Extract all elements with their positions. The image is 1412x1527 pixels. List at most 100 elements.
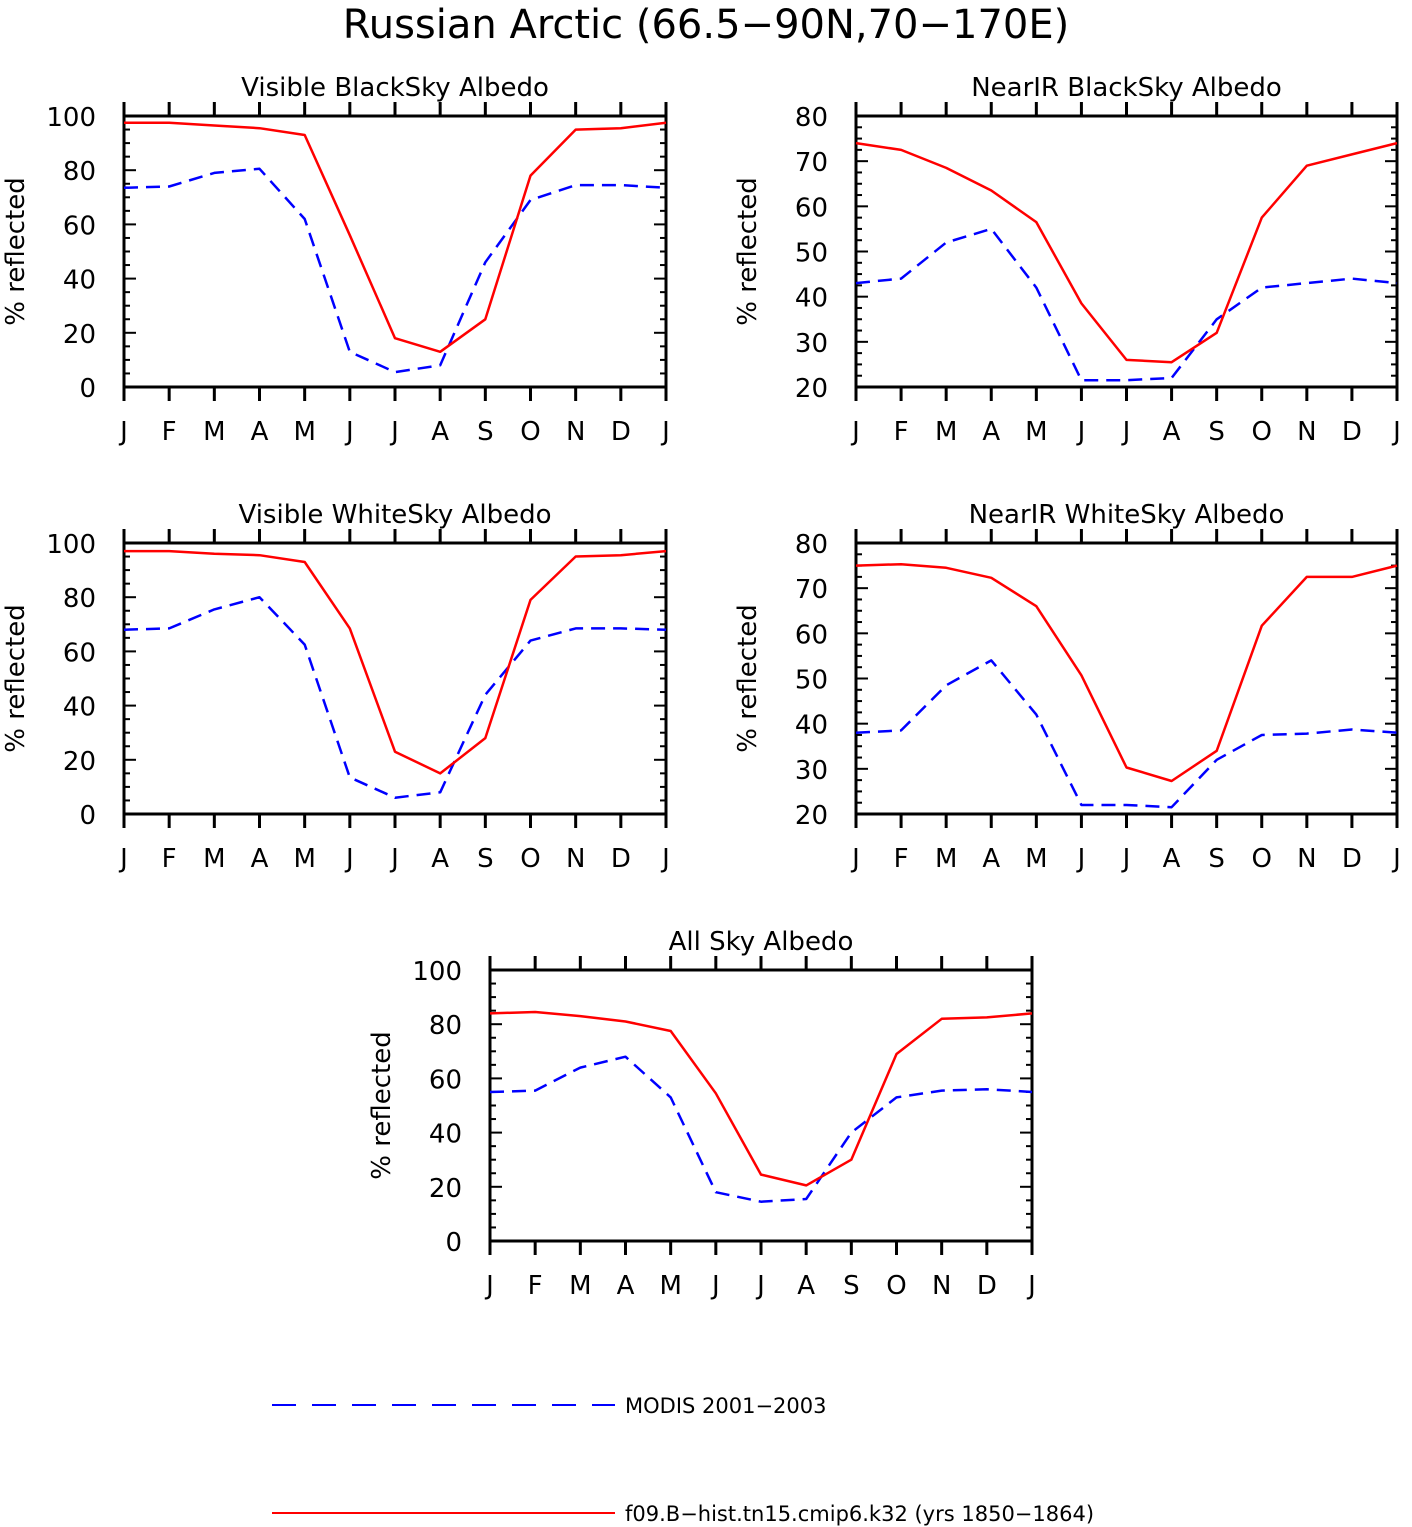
y-tick-label: 20: [795, 801, 828, 831]
x-tick-label: N: [1297, 417, 1316, 447]
x-tick-label: M: [293, 417, 315, 447]
panel-title: Visible WhiteSky Albedo: [238, 500, 551, 530]
x-tick-label: J: [755, 1271, 765, 1301]
x-tick-label: M: [203, 844, 225, 874]
y-tick-label: 0: [79, 374, 96, 404]
x-tick-label: M: [1025, 844, 1047, 874]
x-tick-label: F: [894, 417, 909, 447]
x-tick-label: J: [660, 417, 670, 447]
model-series-line: [124, 549, 667, 775]
y-tick-label: 40: [63, 266, 96, 296]
x-tick-label: O: [520, 417, 540, 447]
x-tick-label: S: [843, 1271, 860, 1301]
y-tick-label: 80: [795, 103, 828, 133]
panel-title: All Sky Albedo: [669, 927, 854, 957]
model-series-line: [489, 1010, 1033, 1187]
model-series-line: [855, 141, 1398, 364]
y-tick-label: 70: [795, 148, 828, 178]
plot-frame: [854, 541, 1399, 816]
y-axis-label: % reflected: [733, 604, 763, 752]
x-tick-label: J: [389, 844, 399, 874]
x-tick-label: M: [935, 417, 957, 447]
x-tick-label: F: [894, 844, 909, 874]
x-tick-label: J: [710, 1271, 720, 1301]
x-tick-label: A: [982, 844, 1000, 874]
panels: Visible BlackSky Albedo % reflected 0 20 40 6…: [1, 73, 1401, 1301]
y-axis-label: % reflected: [367, 1031, 397, 1179]
y-tick-label: 20: [429, 1174, 462, 1204]
panel-title: NearIR WhiteSky Albedo: [969, 500, 1285, 530]
x-tick-label: J: [118, 844, 128, 874]
x-tick-label: D: [1342, 417, 1362, 447]
y-tick-label: 60: [429, 1065, 462, 1095]
chart-panel: Visible BlackSky Albedo % reflected 0 20 40 6…: [1, 73, 670, 447]
legend-label-modis: MODIS 2001−2003: [625, 1394, 827, 1418]
x-tick-label: J: [344, 844, 354, 874]
y-axis-label: % reflected: [733, 177, 763, 325]
x-tick-label: A: [431, 844, 449, 874]
x-tick-label: J: [850, 417, 860, 447]
y-tick-label: 80: [429, 1011, 462, 1041]
y-tick-label: 20: [795, 374, 828, 404]
y-tick-label: 40: [63, 693, 96, 723]
x-tick-label: S: [1208, 844, 1225, 874]
x-tick-label: A: [982, 417, 1000, 447]
y-tick-label: 30: [795, 756, 828, 786]
x-tick-label: N: [566, 417, 585, 447]
y-tick-label: 80: [63, 157, 96, 187]
model-series-line: [855, 562, 1398, 783]
x-tick-label: F: [162, 844, 177, 874]
y-tick-label: 80: [795, 530, 828, 560]
y-tick-label: 50: [795, 239, 828, 269]
x-tick-label: D: [977, 1271, 997, 1301]
y-axis-label: % reflected: [1, 177, 31, 325]
x-tick-label: A: [251, 417, 269, 447]
x-tick-label: J: [1076, 417, 1086, 447]
x-tick-label: S: [1208, 417, 1225, 447]
plot-frame: [488, 968, 1034, 1243]
y-tick-label: 100: [46, 530, 96, 560]
y-axis-label: % reflected: [1, 604, 31, 752]
chart-panel: NearIR WhiteSky Albedo % reflected 20 30 40 5…: [733, 500, 1401, 874]
x-tick-label: M: [935, 844, 957, 874]
modis-series-line: [123, 167, 667, 374]
y-tick-label: 80: [63, 584, 96, 614]
x-tick-label: M: [203, 417, 225, 447]
y-tick-label: 0: [445, 1228, 462, 1258]
figure-title: Russian Arctic (66.5−90N,70−170E): [343, 2, 1070, 48]
y-tick-label: 100: [412, 957, 462, 987]
model-series-line: [124, 121, 667, 354]
x-tick-label: J: [660, 844, 670, 874]
x-tick-label: M: [659, 1271, 681, 1301]
chart-panel: Visible WhiteSky Albedo % reflected 0 20 40 6…: [1, 500, 670, 874]
y-tick-label: 50: [795, 666, 828, 696]
x-tick-label: O: [1252, 417, 1272, 447]
y-tick-label: 60: [795, 193, 828, 223]
x-tick-label: A: [431, 417, 449, 447]
x-tick-label: O: [1252, 844, 1272, 874]
x-tick-label: M: [1025, 417, 1047, 447]
y-tick-label: 30: [795, 329, 828, 359]
y-tick-label: 0: [79, 801, 96, 831]
x-tick-label: M: [569, 1271, 591, 1301]
chart-panel: NearIR BlackSky Albedo % reflected 20 30 40 5…: [733, 73, 1401, 447]
plot-frame: [854, 114, 1399, 389]
modis-series-line: [855, 227, 1398, 382]
x-tick-label: A: [1163, 844, 1181, 874]
y-tick-label: 60: [63, 211, 96, 241]
x-tick-label: J: [1391, 844, 1401, 874]
x-tick-label: J: [118, 417, 128, 447]
x-tick-label: S: [477, 417, 494, 447]
x-tick-label: F: [528, 1271, 543, 1301]
x-tick-label: J: [1076, 844, 1086, 874]
y-tick-label: 40: [429, 1120, 462, 1150]
x-tick-label: A: [797, 1271, 815, 1301]
x-tick-label: A: [1163, 417, 1181, 447]
y-tick-label: 40: [795, 284, 828, 314]
x-tick-label: J: [1121, 417, 1131, 447]
y-tick-label: 20: [63, 747, 96, 777]
x-tick-label: D: [611, 417, 631, 447]
x-tick-label: D: [611, 844, 631, 874]
x-tick-label: J: [1026, 1271, 1036, 1301]
